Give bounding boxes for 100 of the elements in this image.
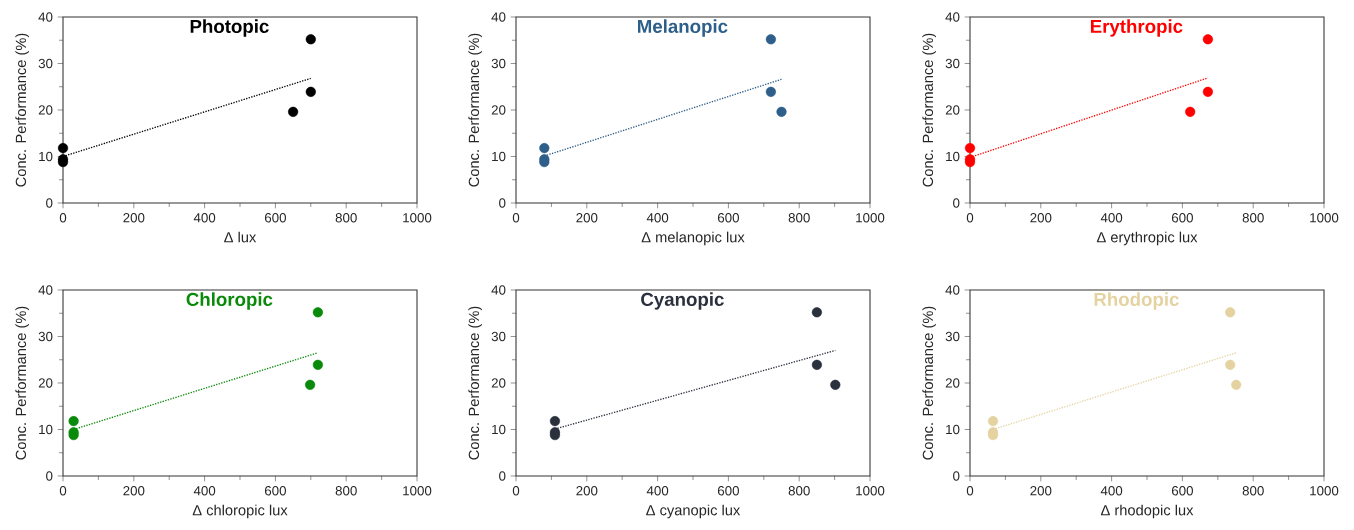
point	[1185, 106, 1196, 117]
y-tick-label: 10	[946, 151, 960, 162]
y-tick-label: 40	[945, 12, 960, 22]
chart-title: Chloropic	[186, 292, 273, 310]
x-tick-label: 1000	[856, 486, 885, 496]
point	[1202, 34, 1213, 45]
x-tick-label: 0	[512, 486, 520, 496]
y-tick-label: 20	[945, 105, 960, 115]
y-tick-label: 0	[953, 471, 960, 481]
point	[68, 416, 79, 427]
y-axis-title: Conc. Performance (%)	[922, 306, 936, 460]
x-tick-label: 800	[335, 213, 357, 223]
y-tick-label: 0	[499, 198, 506, 208]
point	[312, 307, 323, 318]
y-tick-label: 30	[491, 331, 506, 342]
y-tick-label: 20	[38, 378, 53, 388]
x-tick-label: 800	[1242, 213, 1264, 223]
x-axis-title: Δ chloropic lux	[192, 504, 288, 519]
x-axis-title: Δ lux	[224, 231, 257, 243]
x-tick-label: 600	[1171, 486, 1194, 496]
y-tick-label: 40	[38, 285, 53, 295]
x-tick-label: 200	[1030, 213, 1052, 223]
x-tick-label: 400	[646, 213, 669, 223]
chart-title: Melanopic	[638, 19, 728, 37]
y-tick-label: 20	[945, 378, 960, 388]
y-tick-label: 10	[492, 424, 506, 435]
y-tick-label: 0	[46, 471, 53, 481]
y-axis-title: Conc. Performance (%)	[468, 306, 482, 460]
y-tick-label: 40	[491, 285, 506, 295]
point	[305, 34, 316, 45]
point	[776, 106, 787, 117]
y-tick-label: 10	[946, 424, 960, 435]
point	[964, 143, 976, 154]
point	[765, 34, 776, 45]
x-tick-label: 400	[193, 486, 216, 496]
x-tick-label: 600	[717, 486, 740, 496]
y-tick-label: 40	[491, 12, 506, 22]
x-tick-label: 800	[1242, 486, 1264, 496]
point	[1225, 307, 1236, 318]
y-tick-label: 40	[38, 12, 53, 22]
x-tick-label: 800	[788, 486, 810, 496]
y-tick-label: 0	[953, 198, 960, 208]
y-tick-label: 30	[38, 58, 53, 69]
point	[811, 307, 822, 318]
y-tick-label: 20	[38, 105, 53, 115]
y-tick-label: 40	[945, 285, 960, 295]
point	[288, 106, 299, 117]
x-tick-label: 400	[193, 213, 216, 223]
x-tick-label: 600	[1171, 213, 1194, 223]
point	[1202, 86, 1213, 97]
point	[305, 86, 316, 97]
x-tick-label: 1000	[403, 486, 432, 496]
point	[549, 416, 561, 427]
x-tick-label: 600	[264, 486, 287, 496]
point	[1225, 359, 1236, 370]
point	[539, 143, 550, 154]
x-tick-label: 200	[123, 486, 145, 496]
x-tick-label: 0	[59, 486, 67, 496]
x-axis-title: Δ rhodopic lux	[1100, 504, 1194, 519]
y-axis-title: Conc. Performance (%)	[922, 33, 936, 187]
y-tick-label: 30	[945, 58, 960, 69]
y-tick-label: 30	[38, 331, 53, 342]
x-tick-label: 600	[717, 213, 740, 223]
x-tick-label: 800	[788, 213, 810, 223]
chart-title: Rhodopic	[1094, 292, 1179, 310]
point	[57, 143, 69, 154]
x-tick-label: 200	[123, 213, 145, 223]
y-tick-label: 10	[39, 151, 53, 162]
x-tick-label: 1000	[403, 213, 432, 223]
x-tick-label: 1000	[856, 213, 885, 223]
chart-title: Photopic	[190, 19, 269, 37]
point	[830, 379, 841, 390]
y-tick-label: 30	[945, 331, 960, 342]
y-axis-title: Conc. Performance (%)	[468, 33, 482, 187]
x-tick-label: 800	[335, 486, 357, 496]
x-tick-label: 200	[576, 486, 598, 496]
x-tick-label: 600	[264, 213, 287, 223]
point	[312, 359, 323, 370]
chart-title: Erythropic	[1090, 19, 1183, 37]
x-tick-label: 0	[59, 213, 67, 223]
y-tick-label: 20	[491, 105, 506, 115]
x-tick-label: 0	[966, 486, 974, 496]
y-tick-label: 10	[492, 151, 506, 162]
point	[1231, 379, 1242, 390]
y-axis-title: Conc. Performance (%)	[15, 33, 29, 187]
x-tick-label: 0	[966, 213, 974, 223]
point	[987, 416, 999, 427]
y-tick-label: 0	[46, 198, 53, 208]
x-axis-title: Δ melanopic lux	[641, 231, 745, 246]
x-tick-label: 200	[1030, 486, 1052, 496]
point	[765, 86, 776, 97]
x-tick-label: 0	[512, 213, 520, 223]
y-tick-label: 0	[499, 471, 506, 481]
y-tick-label: 20	[491, 378, 506, 388]
x-axis-title: Δ erythropic lux	[1096, 231, 1198, 246]
x-tick-label: 400	[1100, 486, 1123, 496]
x-tick-label: 400	[646, 486, 669, 496]
x-tick-label: 1000	[1310, 213, 1339, 223]
point	[811, 359, 822, 370]
y-tick-label: 10	[39, 424, 53, 435]
